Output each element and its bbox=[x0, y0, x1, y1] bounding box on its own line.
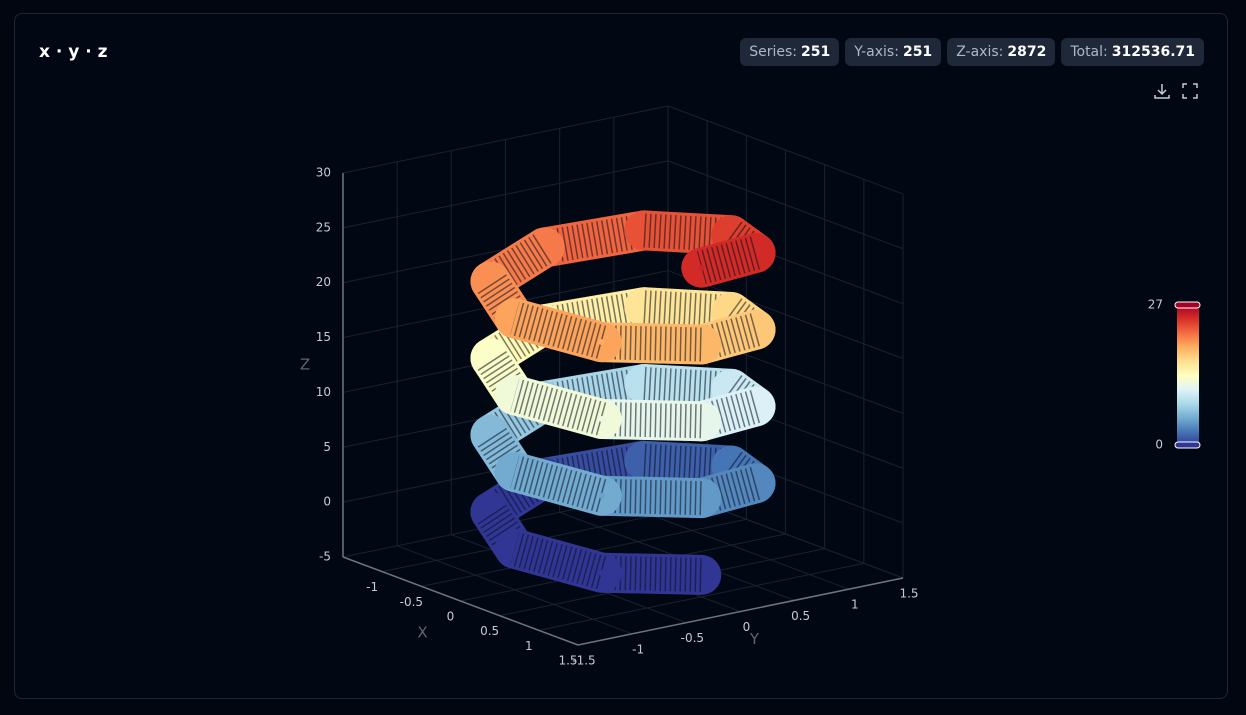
y-axis bbox=[577, 577, 904, 646]
colorbar-handle bbox=[1174, 441, 1201, 449]
toolbar bbox=[1153, 82, 1199, 100]
colorbar-min-label: 0 bbox=[1155, 438, 1163, 452]
colorbar bbox=[1177, 305, 1199, 446]
tube-rings bbox=[541, 213, 648, 265]
y-tick-label: 1 bbox=[851, 598, 859, 612]
y-tick-label: 0.5 bbox=[791, 609, 810, 623]
tube-point bbox=[598, 415, 605, 422]
z-tick-label: 10 bbox=[316, 385, 331, 399]
z-tick-label: 15 bbox=[316, 330, 331, 344]
x-tick-label: 0.5 bbox=[480, 624, 499, 638]
x-tick-label: 1.5 bbox=[558, 654, 577, 668]
tube-rings bbox=[541, 367, 648, 418]
z-tick-label: 0 bbox=[323, 495, 331, 509]
tube-point bbox=[598, 339, 605, 346]
tube-rings bbox=[510, 378, 607, 436]
stat-value: 312536.71 bbox=[1111, 44, 1195, 60]
z-tick-label: 20 bbox=[316, 275, 331, 289]
tube-point bbox=[598, 569, 605, 576]
tube-segment bbox=[681, 232, 776, 288]
stats-bar: Series: 251 Y-axis: 251 Z-axis: 2872 Total: 312… bbox=[740, 38, 1204, 66]
stat-value: 2872 bbox=[1007, 44, 1047, 60]
stat-badge: Series: 251 bbox=[740, 38, 840, 66]
z-axis-title: Z bbox=[300, 356, 310, 374]
x-axis bbox=[342, 556, 579, 646]
stat-label: Series: bbox=[749, 44, 797, 60]
tube-rings bbox=[510, 301, 607, 359]
download-icon[interactable] bbox=[1153, 82, 1171, 100]
z-tick-label: 5 bbox=[323, 440, 331, 454]
y-tick-label: -0.5 bbox=[681, 631, 704, 645]
colorbar-max-label: 27 bbox=[1148, 298, 1163, 312]
y-tick-label: -1.5 bbox=[572, 654, 595, 668]
x-tick-label: -0.5 bbox=[400, 595, 423, 609]
stat-value: 251 bbox=[801, 44, 831, 60]
tube-rings bbox=[510, 532, 607, 590]
stat-label: Y-axis: bbox=[854, 44, 899, 60]
grid-line bbox=[396, 545, 633, 635]
x-tick-label: 0 bbox=[447, 610, 455, 624]
colorbar-handle bbox=[1174, 301, 1201, 309]
tube-point bbox=[698, 264, 705, 271]
z-tick-label: -5 bbox=[319, 550, 331, 564]
fullscreen-icon[interactable] bbox=[1181, 82, 1199, 100]
x-tick-label: 1 bbox=[525, 639, 533, 653]
y-tick-label: 1.5 bbox=[899, 587, 918, 601]
z-tick-label: 30 bbox=[316, 166, 331, 180]
stat-badge: Y-axis: 251 bbox=[845, 38, 942, 66]
stat-label: Total: bbox=[1070, 44, 1108, 60]
tube-rings bbox=[541, 290, 648, 341]
x-axis-title: X bbox=[417, 624, 427, 642]
tube-rings bbox=[541, 444, 648, 495]
y-tick-label: 0 bbox=[743, 620, 751, 634]
z-tick-label: 25 bbox=[316, 220, 331, 234]
stat-badge: Total: 312536.71 bbox=[1061, 38, 1204, 66]
stat-value: 251 bbox=[902, 44, 933, 60]
tube-point bbox=[598, 492, 605, 499]
y-axis-title: Y bbox=[749, 630, 760, 648]
x-tick-label: -1 bbox=[366, 580, 378, 594]
y-tick-label: -1 bbox=[632, 642, 644, 656]
tube-rings bbox=[510, 455, 607, 513]
chart-title: x · y · z bbox=[39, 42, 108, 62]
stat-label: Z-axis: bbox=[956, 44, 1004, 60]
stat-badge: Z-axis: 2872 bbox=[947, 38, 1056, 66]
